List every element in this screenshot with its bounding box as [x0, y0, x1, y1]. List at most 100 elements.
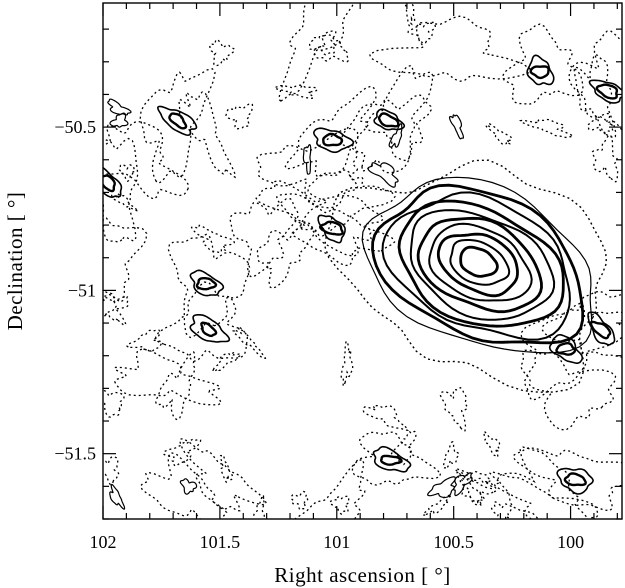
- compact-source-peak: [563, 472, 587, 487]
- compact-source-contour: [189, 269, 225, 297]
- noise-contour: [103, 456, 120, 486]
- noise-contour-solid: [179, 478, 198, 495]
- noise-contour: [252, 493, 266, 519]
- compact-source-contour: [373, 108, 406, 131]
- compact-source-halo: [520, 302, 622, 401]
- compact-source-peak: [168, 112, 188, 130]
- noise-contour-solid: [109, 483, 126, 510]
- noise-contour: [422, 493, 452, 516]
- main-source-contour: [428, 222, 533, 302]
- main-source-contour: [459, 245, 499, 278]
- compact-source-halo: [275, 193, 396, 267]
- noise-contour: [139, 451, 228, 519]
- compact-source-contour: [588, 79, 622, 104]
- x-tick-label: 101.5: [200, 532, 241, 552]
- noise-contour: [103, 120, 190, 200]
- compact-source-peak: [555, 342, 577, 356]
- main-source-contour: [371, 183, 585, 345]
- compact-source-peak: [377, 112, 400, 128]
- compact-source-contour: [587, 311, 616, 346]
- plot-frame: [102, 2, 623, 520]
- noise-contour: [520, 349, 617, 431]
- compact-source-contour: [189, 314, 231, 343]
- tick-marks: [102, 3, 622, 520]
- noise-contour: [340, 340, 354, 388]
- x-tick-label: 102: [90, 532, 117, 552]
- noise-contour: [403, 3, 416, 28]
- noise-contour: [439, 386, 468, 432]
- y-axis-label: Declination [ °]: [3, 192, 27, 331]
- y-tick-label: −51.5: [54, 444, 96, 464]
- compact-source-halo: [512, 447, 622, 512]
- noise-contour: [255, 179, 385, 257]
- noise-contour: [219, 454, 234, 484]
- compact-source-contour: [156, 105, 198, 137]
- noise-contour: [103, 217, 148, 303]
- noise-contour: [126, 329, 163, 353]
- noise-contour: [113, 348, 223, 406]
- noise-contour: [179, 438, 268, 512]
- compact-source-halo: [167, 233, 251, 339]
- contour-layer: [103, 3, 622, 519]
- noise-contour: [103, 291, 127, 327]
- noise-contour: [225, 102, 254, 130]
- compact-source-peak: [589, 320, 612, 340]
- compact-source-halo: [568, 30, 622, 132]
- noise-contour: [442, 441, 460, 469]
- compact-source-peak: [322, 132, 344, 147]
- main-source-contour: [416, 216, 543, 314]
- noise-contour: [519, 118, 574, 139]
- noise-contour: [455, 471, 498, 503]
- compact-source-halo: [501, 23, 584, 105]
- noise-contour-solid: [427, 476, 457, 499]
- noise-contour-solid: [367, 162, 399, 188]
- noise-contour: [103, 389, 125, 418]
- compact-source-contour: [317, 214, 346, 244]
- compact-source-contour: [312, 127, 355, 154]
- noise-contour: [497, 446, 589, 519]
- noise-contour: [390, 430, 417, 466]
- x-tick-label: 100: [557, 532, 584, 552]
- noise-contour: [278, 3, 355, 103]
- noise-contour: [293, 458, 366, 519]
- noise-contour: [573, 53, 617, 139]
- compact-source-contour: [556, 467, 594, 495]
- noise-contour: [365, 94, 432, 162]
- y-tick-label: −50.5: [54, 117, 96, 137]
- noise-contour: [313, 34, 350, 63]
- noise-contour: [110, 193, 138, 212]
- noise-contour: [290, 490, 309, 511]
- noise-contour: [229, 198, 299, 278]
- noise-contour: [407, 21, 437, 45]
- main-source-halo: [323, 159, 608, 393]
- compact-source-peak: [529, 65, 550, 80]
- noise-contour-solid: [388, 123, 403, 148]
- main-source-contour: [397, 199, 565, 328]
- main-source-contour: [409, 209, 556, 321]
- compact-source-halo: [541, 290, 622, 358]
- noise-contour: [212, 351, 242, 373]
- compact-source-peak: [195, 277, 218, 291]
- noise-contour-solid: [107, 98, 132, 116]
- compact-source-halo: [154, 281, 248, 363]
- noise-contour: [155, 351, 196, 421]
- noise-contour: [232, 325, 267, 359]
- compact-source-contour: [526, 54, 555, 86]
- noise-contour: [483, 430, 501, 458]
- compact-source-contour: [103, 166, 123, 199]
- noise-contour: [591, 134, 619, 183]
- x-axis-label: Right ascension [ °]: [274, 563, 450, 587]
- noise-contour: [490, 501, 513, 519]
- main-source-contour: [449, 239, 511, 286]
- compact-source-halo: [351, 431, 442, 486]
- tick-labels: 102 101.5 101 100.5 100 −50.5 −51 −51.5: [54, 117, 584, 552]
- noise-contour: [489, 471, 599, 519]
- main-source-contour: [436, 232, 519, 298]
- x-tick-label: 100.5: [433, 532, 474, 552]
- noise-contour: [209, 38, 236, 67]
- compact-source-halo: [284, 85, 377, 177]
- compact-source-peak: [380, 454, 403, 466]
- compact-source-contour: [372, 445, 412, 473]
- noise-contour: [368, 15, 531, 82]
